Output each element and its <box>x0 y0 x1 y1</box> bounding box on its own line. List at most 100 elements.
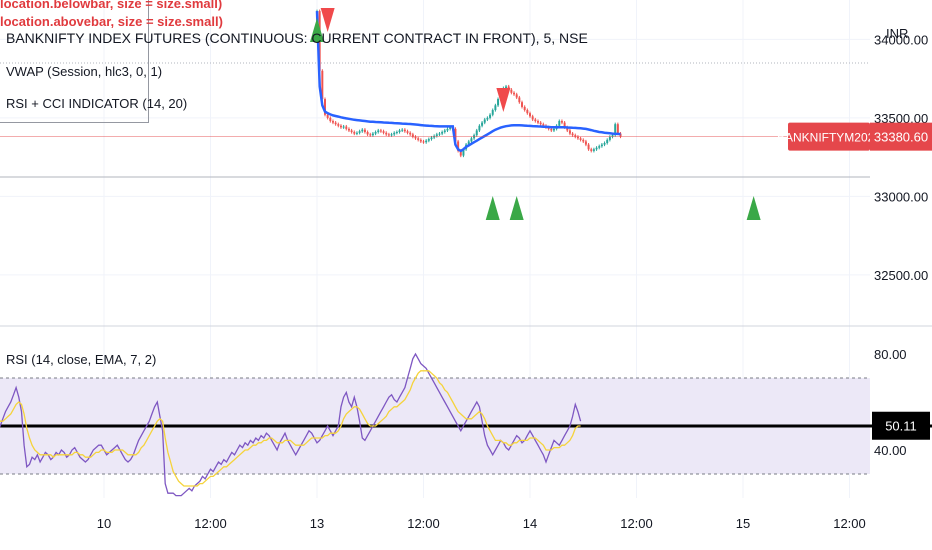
candle-body <box>568 130 571 134</box>
candle-body <box>587 144 590 150</box>
candle-body <box>616 124 619 134</box>
candle-body <box>526 110 529 114</box>
candle-body <box>552 128 555 131</box>
candle-body <box>342 126 345 128</box>
currency-label: INR <box>886 26 908 41</box>
candle-body <box>462 149 465 156</box>
last-price-tag-bg <box>870 122 932 151</box>
candle-body <box>523 106 526 111</box>
candle-body <box>571 133 574 136</box>
time-tick-label: 12:00 <box>407 516 440 531</box>
candle-body <box>337 124 340 126</box>
candle-body <box>363 129 366 133</box>
candle-body <box>489 114 492 118</box>
candle-body <box>550 128 553 131</box>
buy-signal-marker <box>746 196 761 220</box>
time-tick-label: 13 <box>310 516 324 531</box>
vwap-series <box>315 11 621 153</box>
candle-body <box>326 114 329 118</box>
candle-body <box>566 127 569 131</box>
buy-signal-marker <box>310 18 324 42</box>
candle-body <box>446 128 449 131</box>
candle-body <box>414 136 417 139</box>
price-tick-label: 34000.00 <box>874 32 928 47</box>
script-error-line-1: location.belowbar, size = size.small) <box>0 0 223 11</box>
rsi-tick-label: 80.00 <box>874 347 907 362</box>
candle-body <box>534 119 537 122</box>
candle-body <box>606 139 609 144</box>
time-tick-label: 10 <box>97 516 111 531</box>
candle-body <box>435 134 438 136</box>
candle-body <box>417 138 420 140</box>
candle-body <box>390 134 393 136</box>
candle-body <box>619 133 622 137</box>
candle-body <box>478 125 481 131</box>
buy-signal-marker <box>485 196 500 220</box>
candle-body <box>539 122 542 125</box>
candle-body <box>521 102 524 107</box>
legend-box <box>0 0 149 123</box>
candle-body <box>422 141 425 143</box>
candle-body <box>323 99 326 115</box>
candle-body <box>361 129 364 132</box>
candle-body <box>454 128 457 142</box>
sell-signal-marker <box>496 88 511 112</box>
contract-tag-label: BANKNIFTYM2022 <box>777 131 881 145</box>
candle-body <box>600 144 603 147</box>
time-tick-label: 15 <box>736 516 750 531</box>
candle-body <box>430 137 433 140</box>
candle-body <box>483 119 486 123</box>
candle-body <box>563 122 566 128</box>
script-error-line-2: location.abovebar, size = size.small) <box>0 14 223 29</box>
time-tick-label: 12:00 <box>833 516 866 531</box>
candle-body <box>475 130 478 136</box>
candle-body <box>441 132 444 134</box>
price-tick-label: 33500.00 <box>874 111 928 126</box>
vwap-legend[interactable]: VWAP (Session, hlc3, 0, 1) <box>6 64 163 79</box>
candle-body <box>595 147 598 150</box>
candle-body <box>536 121 539 123</box>
candle-body <box>353 132 356 134</box>
candle-body <box>395 132 398 134</box>
candle-body <box>355 132 358 134</box>
candle-body <box>425 140 428 143</box>
candle-body <box>398 130 401 133</box>
candle-body <box>505 86 508 89</box>
candle-body <box>393 132 396 135</box>
candle-body <box>369 134 372 136</box>
vwap-line <box>315 11 621 153</box>
candle-body <box>579 138 582 140</box>
contract-tag-bg <box>788 122 870 151</box>
candle-body <box>406 131 409 133</box>
candle-body <box>584 141 587 145</box>
candle-body <box>339 125 342 128</box>
candle-body <box>560 121 563 123</box>
candle-body <box>467 141 470 145</box>
candle-body <box>510 89 513 93</box>
candle-body <box>515 94 518 98</box>
candle-body <box>574 135 577 137</box>
candle-body <box>457 141 460 151</box>
symbol-title[interactable]: BANKNIFTY INDEX FUTURES (CONTINUOUS: CUR… <box>6 30 588 46</box>
rsi-legend[interactable]: RSI (14, close, EMA, 7, 2) <box>6 352 157 367</box>
time-tick-label: 14 <box>523 516 537 531</box>
candle-body <box>494 105 497 111</box>
rsi-cci-legend[interactable]: RSI + CCI INDICATOR (14, 20) <box>6 96 188 111</box>
candle-body <box>334 122 337 125</box>
rsi-band-area <box>0 377 932 475</box>
candle-body <box>329 117 332 122</box>
candle-body <box>427 139 430 141</box>
candle-body <box>592 149 595 151</box>
candle-body <box>443 130 446 133</box>
candle-body <box>371 133 374 136</box>
candle-body <box>513 92 516 95</box>
candle-body <box>387 134 390 136</box>
sell-signal-marker <box>320 8 335 32</box>
candle-body <box>411 134 414 137</box>
candle-body <box>321 70 324 100</box>
candle-body <box>531 116 534 120</box>
candle-body <box>497 99 500 106</box>
candle-body <box>419 139 422 142</box>
